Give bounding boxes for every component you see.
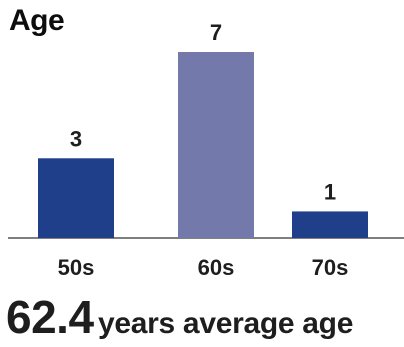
- data-label-60s: 7: [210, 20, 222, 45]
- data-label-70s: 1: [324, 179, 336, 204]
- bar-chart: 3 50s 7 60s 1 70s: [8, 20, 404, 280]
- average-age-value: 62.4: [6, 291, 94, 343]
- bar-50s: [38, 158, 114, 238]
- average-age-label: years average age: [97, 307, 354, 340]
- chart-title: Age: [9, 4, 65, 37]
- x-tick-label-50s: 50s: [58, 255, 95, 280]
- x-tick-label-60s: 60s: [198, 255, 235, 280]
- bar-70s: [292, 211, 368, 238]
- data-label-50s: 3: [70, 126, 82, 151]
- average-age-summary: 62.4 years average age: [6, 290, 353, 344]
- x-tick-label-70s: 70s: [312, 255, 349, 280]
- bar-60s: [178, 52, 254, 238]
